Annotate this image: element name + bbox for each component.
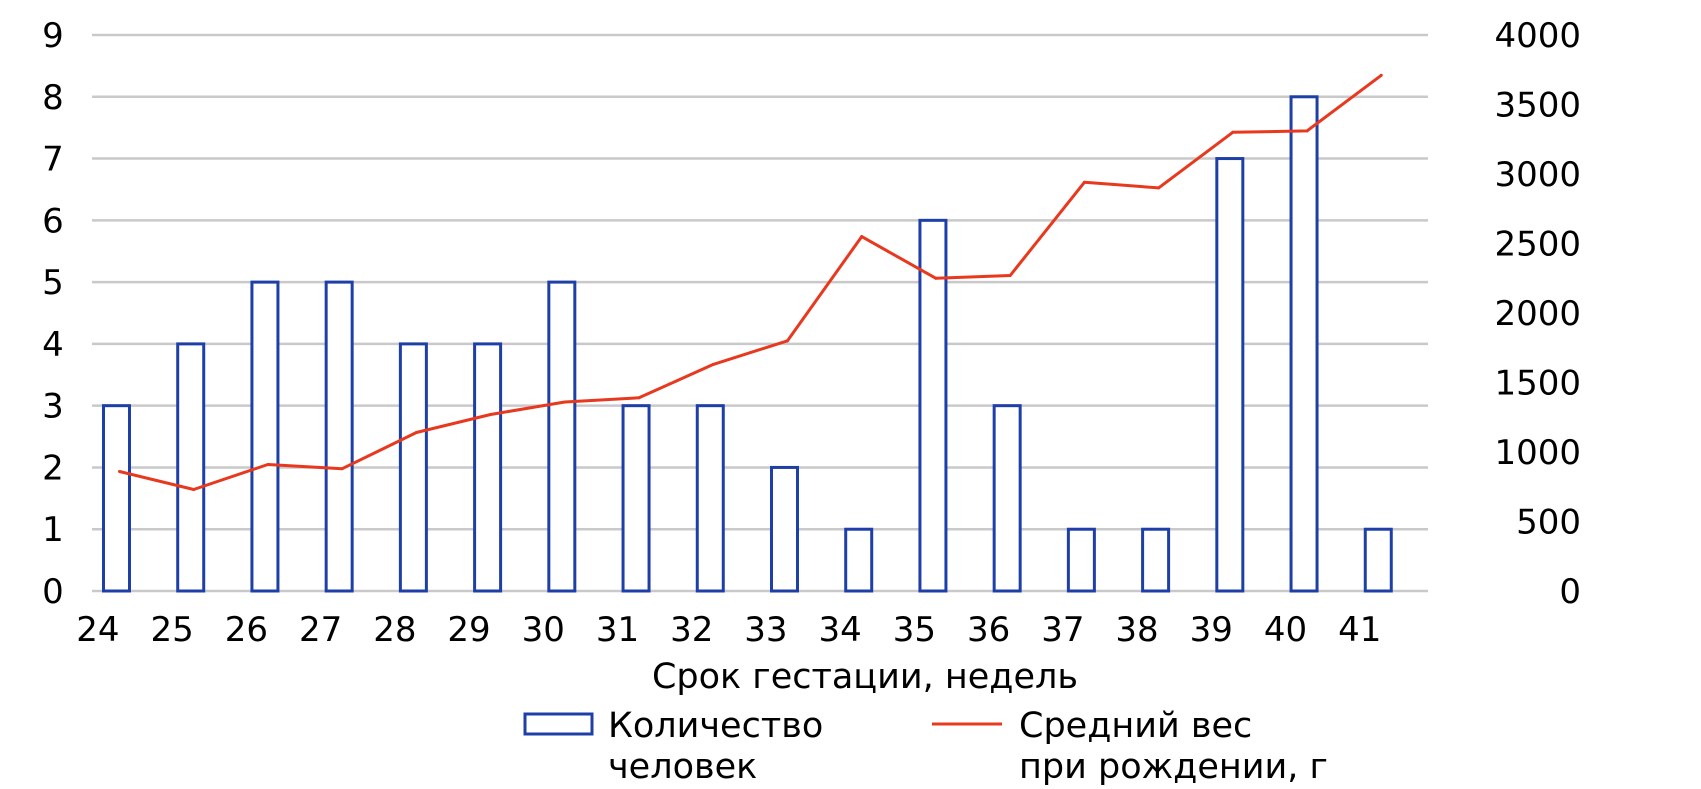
line-point [489, 412, 493, 416]
y-left-tick-label: 6 [42, 201, 64, 241]
legend-line-label-line2: при рождении, г [1019, 747, 1328, 787]
x-tick-label: 27 [299, 610, 342, 650]
bar [398, 342, 428, 593]
x-tick-label: 40 [1264, 610, 1307, 650]
legend-bar-label-line1: Количество [608, 706, 823, 746]
bar [324, 280, 354, 593]
line-path [119, 74, 1383, 491]
x-tick-label: 41 [1338, 610, 1381, 650]
line-point [1082, 180, 1086, 184]
line-point [785, 339, 789, 343]
y-right-tick-label: 1000 [1494, 433, 1581, 473]
y-right-tick-label: 500 [1516, 503, 1581, 543]
y-left-tick-label: 2 [42, 448, 64, 488]
y-left-tick-label: 8 [42, 78, 64, 118]
right-y-axis: 0 500 1000 1500 2000 2500 3000 3500 4000 [1494, 16, 1581, 612]
y-left-tick-label: 5 [42, 263, 64, 303]
line-point [1305, 129, 1309, 133]
line-point [266, 463, 270, 467]
bar [695, 404, 725, 593]
bar [1363, 527, 1393, 593]
line-series [117, 73, 1383, 492]
legend-line-label-line1: Средний вес [1019, 706, 1252, 746]
y-right-tick-label: 1500 [1494, 364, 1581, 404]
x-axis: 24 25 26 27 28 29 30 31 32 33 34 35 36 37 38 39 40 41 [76, 610, 1381, 650]
line-point [1157, 186, 1161, 190]
y-right-tick-label: 4000 [1494, 16, 1581, 56]
x-tick-label: 28 [373, 610, 416, 650]
line-point [117, 469, 121, 473]
x-tick-label: 38 [1115, 610, 1158, 650]
bar [250, 280, 280, 593]
y-right-tick-label: 2000 [1494, 294, 1581, 334]
y-right-tick-label: 0 [1559, 572, 1581, 612]
y-left-tick-label: 0 [42, 572, 64, 612]
line-point [1231, 130, 1235, 134]
x-tick-label: 32 [670, 610, 713, 650]
bar [621, 404, 651, 593]
bar [1215, 157, 1245, 593]
y-left-tick-label: 4 [42, 325, 64, 365]
y-left-tick-label: 3 [42, 387, 64, 427]
bar [844, 527, 874, 593]
y-left-tick-label: 7 [42, 140, 64, 180]
line-point [934, 276, 938, 280]
x-tick-label: 25 [151, 610, 194, 650]
x-tick-label: 37 [1041, 610, 1084, 650]
x-tick-label: 29 [447, 610, 490, 650]
line-point [1379, 73, 1383, 77]
x-tick-label: 35 [893, 610, 936, 650]
x-tick-label: 26 [225, 610, 268, 650]
x-axis-title: Срок гестации, недель [652, 657, 1078, 697]
line-point [860, 235, 864, 239]
legend-bar-label-line2: человек [608, 747, 757, 787]
left-y-axis: 0 1 2 3 4 5 6 7 8 9 [42, 16, 64, 612]
line-point [340, 467, 344, 471]
x-tick-label: 31 [596, 610, 639, 650]
bar [176, 342, 206, 593]
bar [1141, 527, 1171, 593]
bar [918, 218, 948, 593]
bar [992, 404, 1022, 593]
x-tick-label: 39 [1190, 610, 1233, 650]
line-point [563, 400, 567, 404]
y-right-tick-label: 2500 [1494, 225, 1581, 265]
x-tick-label: 34 [819, 610, 862, 650]
bar [473, 342, 503, 593]
bar [1289, 95, 1319, 593]
y-right-tick-label: 3000 [1494, 155, 1581, 195]
legend-bar-swatch [523, 712, 594, 736]
line-point [711, 362, 715, 366]
x-tick-label: 30 [522, 610, 565, 650]
y-left-tick-label: 1 [42, 510, 64, 550]
bar-series [101, 95, 1393, 593]
legend: Количество человек Средний вес при рожде… [523, 706, 1328, 787]
bar [1066, 527, 1096, 593]
x-tick-label: 33 [744, 610, 787, 650]
x-tick-label: 36 [967, 610, 1010, 650]
bar [101, 404, 131, 593]
y-right-tick-label: 3500 [1494, 86, 1581, 126]
bar [769, 465, 799, 593]
line-point [414, 431, 418, 435]
line-point [637, 396, 641, 400]
y-left-tick-label: 9 [42, 16, 64, 56]
x-tick-label: 24 [76, 610, 119, 650]
bar [547, 280, 577, 593]
line-point [1008, 273, 1012, 277]
line-point [192, 488, 196, 492]
